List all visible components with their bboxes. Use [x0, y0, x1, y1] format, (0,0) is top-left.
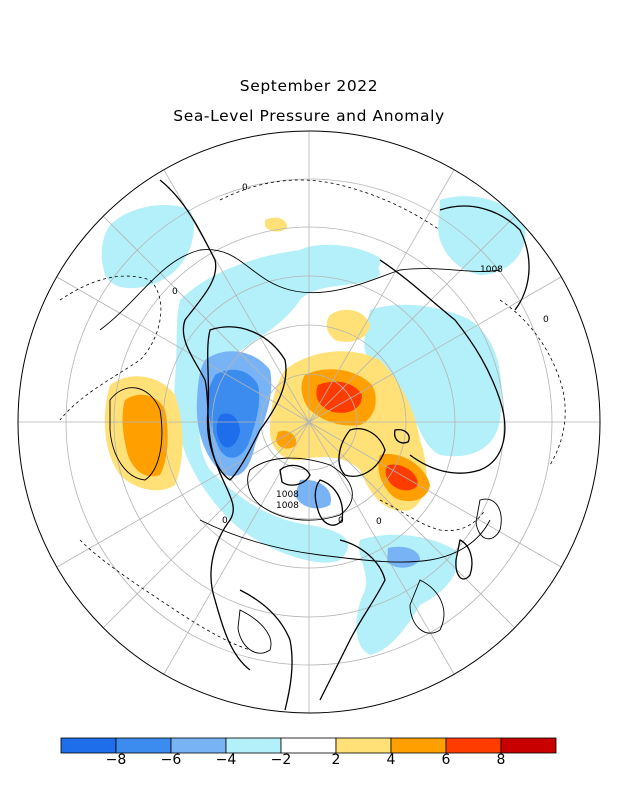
colorbar-tick-label: 8: [496, 752, 506, 768]
europe-north-coast: [338, 428, 386, 477]
pressure-contours: [99, 249, 502, 654]
arctic-islands: [279, 464, 311, 486]
pressure-contour: [199, 519, 491, 563]
pressure-contour: [247, 457, 353, 521]
pressure-contour: [99, 249, 501, 331]
pressure-contour: [219, 179, 441, 231]
greenland-coast: [206, 326, 287, 481]
anomaly-pos4-region: [276, 430, 297, 449]
pressure-contour: [409, 579, 445, 634]
anomaly-pos2-region: [265, 217, 288, 232]
contour-label: 1008: [276, 501, 299, 511]
north-america-coast: [159, 179, 251, 671]
africa-coast: [239, 589, 293, 711]
land-outlines: [159, 179, 530, 711]
contour-label: 1008: [276, 490, 299, 500]
colorbar-swatch: [60, 737, 117, 754]
anomaly-neg2-region: [364, 304, 502, 457]
pressure-contour: [379, 499, 486, 532]
colorbar-swatch: [500, 737, 557, 754]
anomaly-neg2-region: [101, 205, 194, 289]
colorbar-swatch: [115, 737, 172, 754]
colorbar-swatch: [335, 737, 392, 754]
asia-east-coast: [439, 205, 530, 311]
contour-label: 0: [338, 516, 344, 526]
asia-coast: [379, 259, 506, 474]
svalbard-coast: [394, 429, 410, 444]
colorbar-tick-label: −6: [160, 752, 182, 768]
contour-label: 0: [172, 287, 178, 297]
scandinavia-coast: [314, 479, 344, 526]
colorbar-swatch: [170, 737, 227, 754]
contour-label: 0: [222, 516, 228, 526]
colorbar-swatch: [445, 737, 502, 754]
anomaly-neg2-region: [227, 284, 285, 321]
anomaly-pos2-region: [326, 309, 370, 342]
map-subtitle: Sea-Level Pressure and Anomaly: [173, 107, 445, 125]
contour-labels: 1008 1008 1008 0 0 0 0 0 0: [172, 183, 549, 527]
anomaly-neg4-region: [295, 479, 331, 509]
anomaly-neg2-region: [438, 196, 526, 275]
colorbar-swatch: [280, 737, 337, 754]
pressure-contours-dashed: [59, 179, 566, 651]
colorbar-tick-label: 4: [386, 752, 396, 768]
colorbar-tick-label: −8: [105, 752, 127, 768]
pressure-contour: [475, 498, 502, 540]
pressure-contour: [499, 299, 566, 466]
anomaly-shading: [101, 196, 526, 655]
contour-label: 0: [242, 183, 248, 193]
anomaly-neg2-region: [356, 534, 458, 655]
graticule: [18, 131, 600, 713]
map-title: September 2022: [239, 77, 379, 95]
pressure-contour: [109, 387, 163, 481]
polar-map: 1008 1008 1008 0 0 0 0 0 0: [17, 130, 601, 714]
colorbar-tick-label: 2: [331, 752, 341, 768]
contour-label: 0: [543, 315, 549, 325]
anomaly-pos4-region: [122, 394, 168, 477]
map-border: [17, 130, 601, 714]
colorbar-tick-label: 6: [441, 752, 451, 768]
anomaly-neg2-region: [300, 244, 381, 275]
colorbar-swatch: [390, 737, 447, 754]
contour-label: 1008: [480, 265, 503, 275]
colorbar-swatch: [225, 737, 282, 754]
colorbar-tick-label: −2: [270, 752, 292, 768]
europe-coast: [319, 539, 386, 701]
japan-coast: [455, 539, 473, 580]
anomaly-neg4-region: [387, 546, 420, 568]
contour-label: 0: [376, 517, 382, 527]
pressure-contour: [237, 609, 272, 654]
colorbar-tick-label: −4: [215, 752, 237, 768]
